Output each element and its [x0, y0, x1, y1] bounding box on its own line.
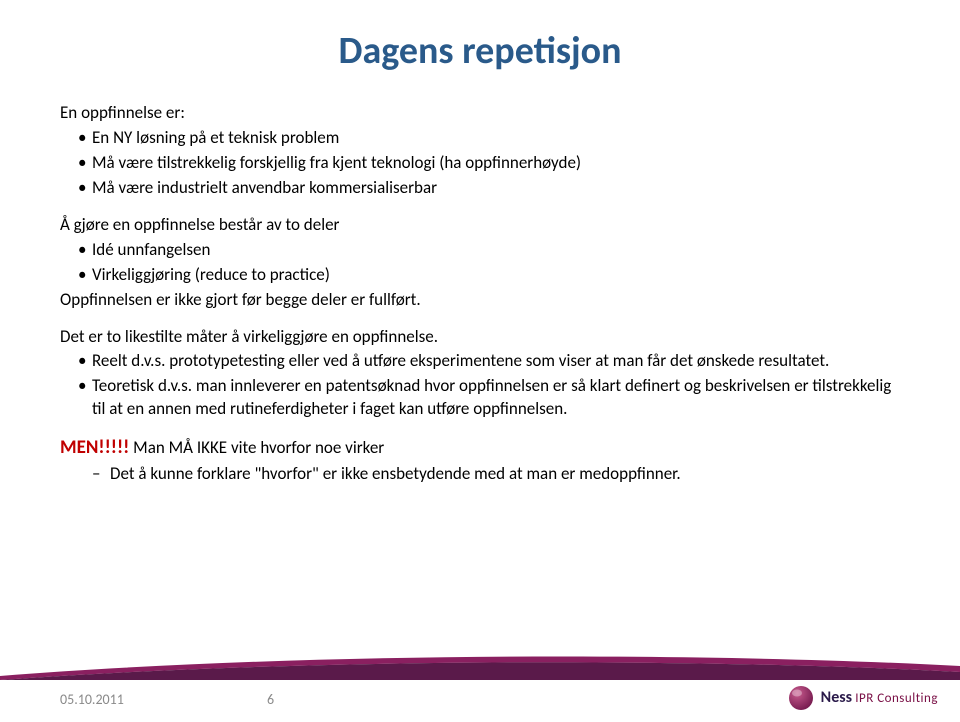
men-tail: Man MÅ IKKE vite hvorfor noe virker: [129, 437, 384, 458]
section2-bullets: Idé unnfangelsen Virkeliggjøring (reduce…: [60, 239, 900, 287]
logo-brand: Ness: [821, 688, 852, 707]
bullet-item: Må være tilstrekkelig forskjellig fra kj…: [78, 152, 900, 175]
men-line: MEN!!!!! Man MÅ IKKE vite hvorfor noe vi…: [60, 435, 900, 461]
slide: Dagens repetisjon En oppfinnelse er: En …: [0, 0, 960, 722]
bullet-item: Teoretisk d.v.s. man innleverer en paten…: [78, 375, 900, 421]
logo-sub: IPR Consulting: [855, 691, 938, 706]
section1-lead: En oppfinnelse er:: [60, 102, 900, 125]
footer: 05.10.2011 6: [60, 691, 274, 708]
footer-page: 6: [267, 691, 274, 708]
dash-item: Det å kunne forklare "hvorfor" er ikke e…: [92, 463, 900, 486]
section1-bullets: En NY løsning på et teknisk problem Må v…: [60, 127, 900, 200]
section3-lead: Det er to likestilte måter å virkeliggjø…: [60, 326, 900, 349]
logo-text: Ness IPR Consulting: [821, 690, 938, 706]
swoosh-path-dark: [0, 662, 960, 680]
slide-body: En oppfinnelse er: En NY løsning på et t…: [60, 102, 900, 486]
section2-tail: Oppfinnelsen er ikke gjort før begge del…: [60, 289, 900, 312]
footer-date: 05.10.2011: [60, 691, 124, 708]
bullet-item: En NY løsning på et teknisk problem: [78, 127, 900, 150]
bullet-item: Må være industrielt anvendbar kommersial…: [78, 177, 900, 200]
section2-lead: Å gjøre en oppfinnelse består av to dele…: [60, 214, 900, 237]
men-dash: Det å kunne forklare "hvorfor" er ikke e…: [60, 463, 900, 486]
logo: Ness IPR Consulting: [787, 684, 938, 712]
slide-title: Dagens repetisjon: [60, 28, 900, 74]
section3-bullets: Reelt d.v.s. prototypetesting eller ved …: [60, 350, 900, 421]
bullet-item: Virkeliggjøring (reduce to practice): [78, 264, 900, 287]
bullet-item: Reelt d.v.s. prototypetesting eller ved …: [78, 350, 900, 373]
men-emph: MEN!!!!!: [60, 436, 129, 459]
swoosh-path-mid: [0, 657, 960, 680]
bullet-item: Idé unnfangelsen: [78, 239, 900, 262]
logo-orb-icon: [787, 684, 815, 712]
swoosh-decoration: [0, 646, 960, 680]
